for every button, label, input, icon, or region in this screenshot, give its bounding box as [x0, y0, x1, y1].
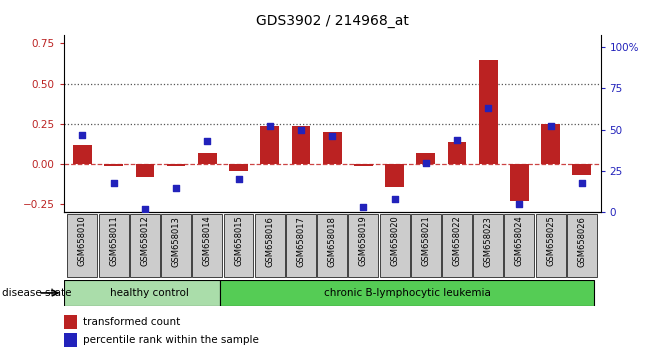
Text: GSM658021: GSM658021	[421, 216, 430, 267]
Text: GSM658026: GSM658026	[577, 216, 586, 267]
Bar	[479, 59, 498, 164]
Point	[140, 206, 150, 212]
Point	[233, 177, 244, 182]
Bar	[317, 214, 347, 277]
Bar	[442, 214, 472, 277]
Bar	[166, 164, 185, 166]
Point	[295, 127, 306, 132]
Text: healthy control: healthy control	[110, 288, 189, 298]
Bar	[572, 164, 591, 175]
Bar	[417, 153, 435, 164]
Bar	[567, 214, 597, 277]
Text: GSM658014: GSM658014	[203, 216, 212, 267]
Point	[77, 132, 88, 137]
Bar	[104, 164, 123, 166]
Point	[170, 185, 181, 190]
Point	[389, 196, 400, 202]
Point	[264, 124, 275, 129]
Bar	[385, 164, 404, 187]
Text: transformed count: transformed count	[83, 318, 180, 327]
Text: GSM658015: GSM658015	[234, 216, 243, 267]
Text: GSM658017: GSM658017	[297, 216, 305, 267]
Text: GSM658023: GSM658023	[484, 216, 493, 267]
Bar	[260, 126, 279, 164]
Text: percentile rank within the sample: percentile rank within the sample	[83, 335, 258, 345]
Point	[108, 180, 119, 185]
Text: GSM658012: GSM658012	[140, 216, 150, 267]
Bar	[448, 142, 466, 164]
Point	[421, 160, 431, 166]
Bar	[99, 214, 129, 277]
Text: GSM658020: GSM658020	[390, 216, 399, 267]
Point	[358, 205, 369, 210]
Text: GSM658022: GSM658022	[452, 216, 462, 267]
Bar	[473, 214, 503, 277]
Bar	[510, 164, 529, 201]
Point	[452, 137, 462, 142]
Point	[483, 105, 494, 111]
Point	[514, 201, 525, 207]
Text: GSM658010: GSM658010	[78, 216, 87, 267]
Bar	[292, 126, 310, 164]
Bar	[323, 132, 342, 164]
Bar	[64, 280, 220, 306]
Bar	[220, 280, 595, 306]
Bar	[64, 315, 77, 329]
Text: GSM658025: GSM658025	[546, 216, 555, 267]
Bar	[348, 214, 378, 277]
Bar	[223, 214, 254, 277]
Bar	[505, 214, 534, 277]
Text: GDS3902 / 214968_at: GDS3902 / 214968_at	[256, 14, 409, 28]
Bar	[130, 214, 160, 277]
Bar	[380, 214, 409, 277]
Bar	[198, 153, 217, 164]
Text: GSM658016: GSM658016	[265, 216, 274, 267]
Bar	[73, 145, 92, 164]
Bar	[535, 214, 566, 277]
Bar	[255, 214, 285, 277]
Bar	[68, 214, 97, 277]
Bar	[64, 333, 77, 347]
Bar	[229, 164, 248, 171]
Point	[202, 138, 213, 144]
Point	[576, 180, 587, 185]
Bar	[541, 124, 560, 164]
Text: GSM658018: GSM658018	[327, 216, 337, 267]
Bar	[161, 214, 191, 277]
Text: disease state: disease state	[2, 288, 72, 298]
Text: chronic B-lymphocytic leukemia: chronic B-lymphocytic leukemia	[323, 288, 491, 298]
Text: GSM658024: GSM658024	[515, 216, 524, 267]
Point	[327, 133, 338, 139]
Text: GSM658019: GSM658019	[359, 216, 368, 267]
Bar	[354, 164, 372, 166]
Bar	[193, 214, 222, 277]
Bar	[411, 214, 441, 277]
Bar	[286, 214, 316, 277]
Bar	[136, 164, 154, 177]
Text: GSM658011: GSM658011	[109, 216, 118, 267]
Point	[546, 124, 556, 129]
Text: GSM658013: GSM658013	[172, 216, 180, 267]
